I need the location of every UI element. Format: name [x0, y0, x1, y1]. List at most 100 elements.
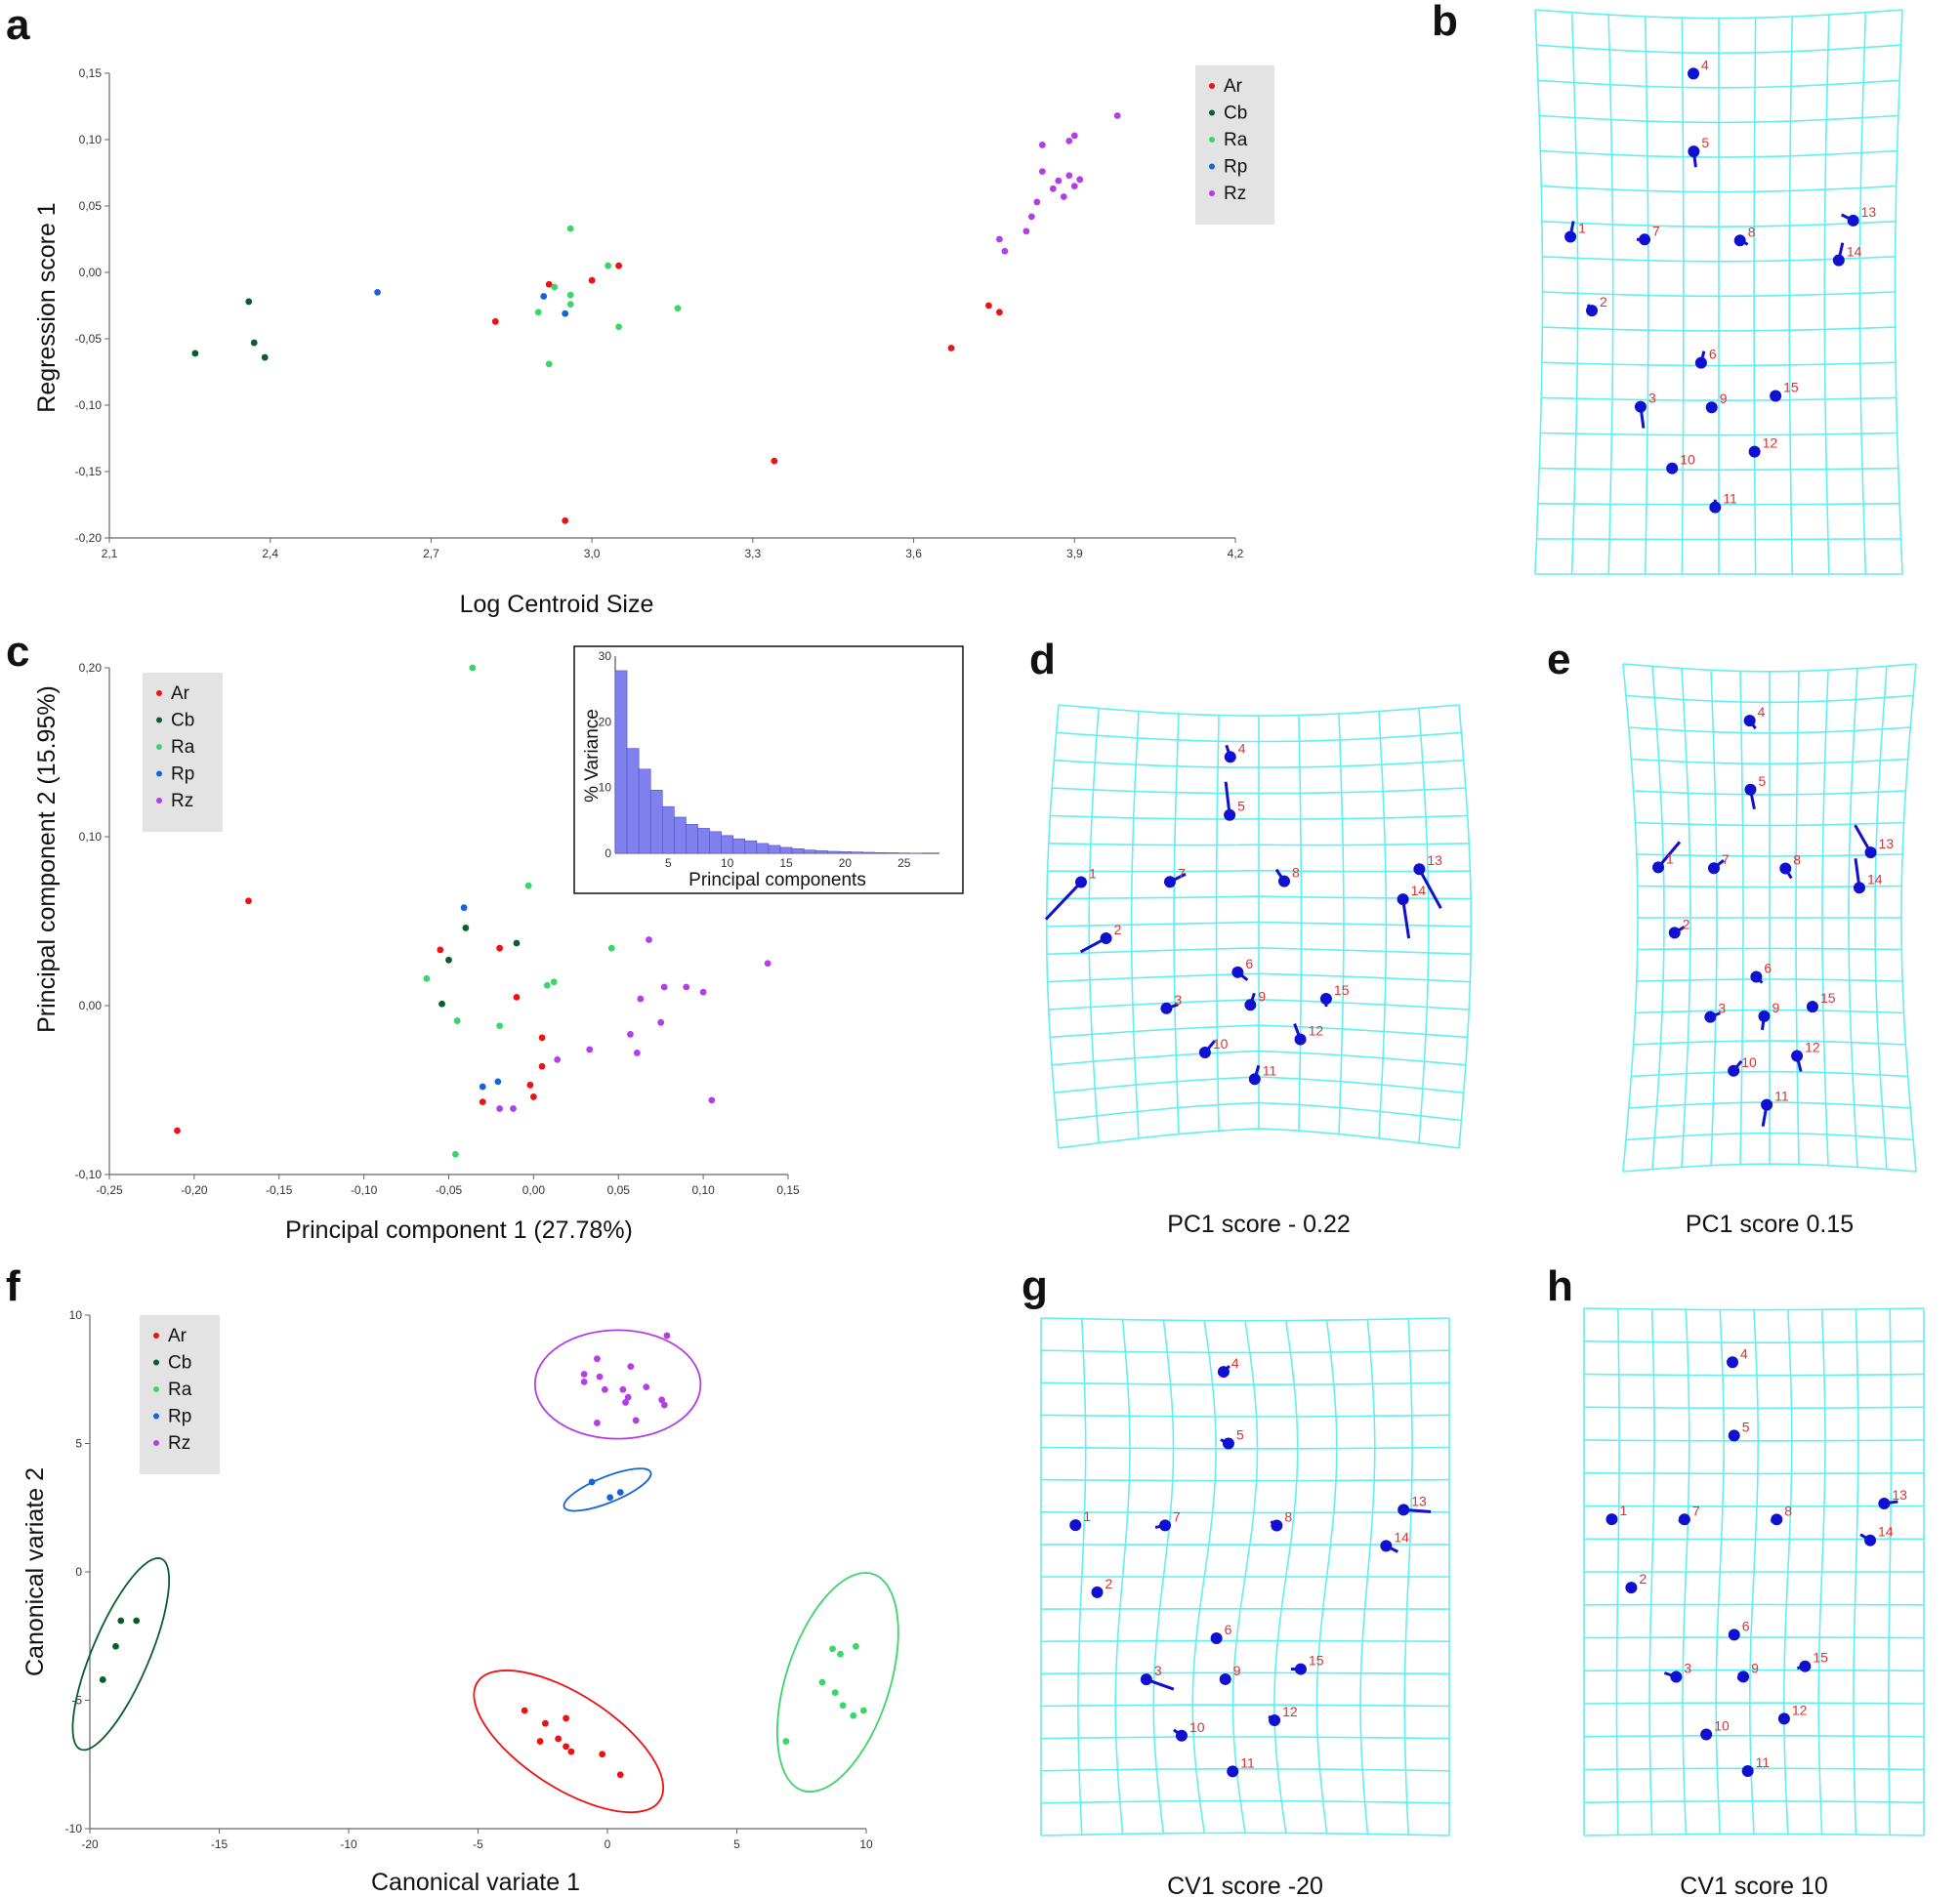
grid-line-horizontal [1583, 1833, 1925, 1836]
landmark-label: 6 [1245, 956, 1253, 971]
inset-bar [732, 838, 746, 854]
landmark-4 [1727, 1356, 1739, 1369]
x-tick-label: -5 [473, 1837, 483, 1851]
data-point-ra [615, 323, 622, 331]
grid-line-horizontal [1054, 759, 1464, 768]
panel-label: f [6, 1262, 21, 1310]
landmark-5 [1744, 783, 1757, 796]
landmark-label: 10 [1714, 1717, 1730, 1733]
data-point-rz [683, 983, 690, 991]
landmark-10 [1728, 1064, 1740, 1077]
landmark-12 [1791, 1050, 1804, 1062]
legend-box [1195, 65, 1274, 225]
grid-line-horizontal [1048, 843, 1470, 846]
landmark-label: 6 [1709, 347, 1717, 362]
x-axis-label: Principal component 1 (27.78%) [285, 1217, 633, 1244]
grid-line-horizontal [1584, 1472, 1924, 1475]
landmark-7 [1678, 1513, 1690, 1526]
landmark-11 [1741, 1764, 1754, 1777]
landmark-label: 10 [1189, 1719, 1205, 1735]
grid-line-horizontal [1040, 1446, 1450, 1450]
data-point-ar [538, 1062, 546, 1070]
data-point-ra [818, 1678, 826, 1686]
landmark-14 [1853, 882, 1865, 894]
landmark-vector [1401, 898, 1411, 939]
panel-label: c [6, 628, 29, 676]
grid-line-horizontal [1540, 432, 1897, 436]
landmark-6 [1694, 356, 1707, 369]
data-point-rz [1038, 168, 1046, 176]
data-point-ar [479, 1098, 486, 1106]
data-point-ar [245, 897, 252, 905]
y-tick-label: -0,05 [75, 332, 103, 346]
legend-label-ra: Ra [171, 737, 195, 758]
landmark-label: 12 [1805, 1039, 1820, 1054]
legend-label-rp: Rp [168, 1407, 191, 1427]
landmark-8 [1271, 1519, 1283, 1532]
grid-line-horizontal [1052, 787, 1466, 795]
data-point-ar [542, 1719, 549, 1727]
y-axis-label: Regression score 1 [33, 202, 61, 412]
inset-bar [638, 768, 651, 854]
data-point-rp [479, 1083, 486, 1091]
y-tick-label: 0,15 [79, 66, 103, 80]
landmark-label: 12 [1282, 1704, 1298, 1719]
landmark-label: 3 [1174, 992, 1182, 1008]
data-point-ar [437, 946, 444, 954]
data-point-ar [947, 345, 955, 351]
landmark-label: 5 [1236, 1427, 1244, 1443]
data-point-cb [462, 925, 470, 931]
landmark-14 [1864, 1534, 1877, 1546]
grid-line-horizontal [1583, 1373, 1925, 1377]
landmark-label: 13 [1861, 204, 1877, 220]
landmark-label: 8 [1284, 1509, 1292, 1525]
grid-line-horizontal [1631, 1070, 1908, 1078]
grid-caption: CV1 score 10 [1680, 1873, 1827, 1897]
x-tick-label: 5 [733, 1837, 740, 1851]
grid-line-horizontal [1536, 44, 1901, 55]
grid-line-horizontal [1635, 821, 1904, 827]
landmark-15 [1770, 390, 1782, 402]
panel-c-pca-plot: -0,25 -0,20 -0,15 -0,10 -0,05 0,00 0,05 0,10 0,1… [6, 628, 964, 1244]
landmark-label: 3 [1154, 1663, 1162, 1678]
landmark-label: 1 [1089, 866, 1097, 882]
landmark-1 [1606, 1513, 1618, 1526]
data-point-ra [543, 981, 551, 989]
legend-marker-ar [1209, 83, 1215, 89]
grid-line-vertical [1894, 9, 1903, 575]
data-point-rz [594, 1420, 601, 1426]
data-point-cb [513, 939, 521, 947]
data-point-ra [545, 360, 553, 368]
data-point-cb [117, 1617, 125, 1625]
landmark-9 [1219, 1672, 1231, 1685]
confidence-ellipse-rz [533, 1329, 702, 1440]
landmark-label: 11 [1240, 1754, 1255, 1770]
data-point-rz [646, 936, 652, 943]
y-tick-label: 0,00 [79, 266, 103, 279]
legend-marker-ra [156, 744, 162, 750]
data-point-rz [554, 1055, 562, 1063]
landmark-label: 2 [1600, 294, 1607, 309]
grid-line-horizontal [1542, 326, 1896, 332]
landmark-2 [1586, 305, 1599, 317]
landmark-5 [1728, 1429, 1740, 1442]
grid-line-horizontal [1058, 704, 1460, 717]
grid-line-horizontal [1046, 921, 1472, 928]
grid-line-horizontal [1050, 814, 1468, 820]
grid-line-horizontal [1040, 1832, 1450, 1836]
legend-label-cb: Cb [1224, 103, 1247, 124]
data-point-cb [99, 1676, 106, 1683]
data-point-rz [624, 1393, 632, 1401]
data-point-ra [605, 262, 612, 269]
landmark-label: 14 [1878, 1524, 1894, 1540]
inset-y-tick-label: 0 [605, 846, 611, 860]
data-point-ar [513, 993, 521, 1001]
confidence-ellipse-cb [71, 1557, 171, 1752]
data-point-rz [1049, 185, 1057, 192]
landmark-label: 3 [1684, 1661, 1691, 1676]
legend-label-ar: Ar [168, 1326, 188, 1346]
inset-bar [851, 851, 863, 854]
landmark-vector [1418, 868, 1442, 909]
inset-bar [626, 748, 640, 854]
